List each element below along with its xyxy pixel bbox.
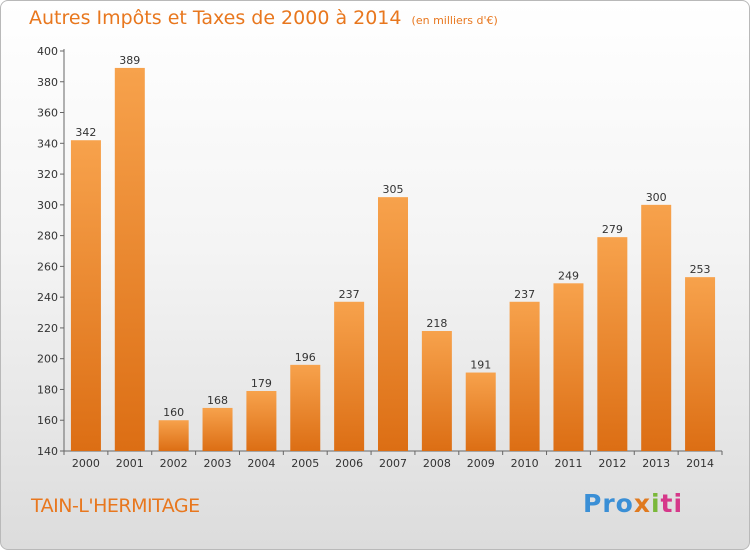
bar-2000 bbox=[70, 140, 101, 451]
y-axis: 140 160 180 200 220 240 260 280 300 320 340 360 380 4… bbox=[37, 45, 65, 458]
x-tick-label-2004: 2004 bbox=[247, 457, 275, 470]
x-tick-label-2014: 2014 bbox=[686, 457, 714, 470]
logo-part-4: ti bbox=[660, 489, 684, 518]
bar-2003 bbox=[202, 407, 233, 451]
value-label-2005: 196 bbox=[295, 351, 316, 364]
value-label-2003: 168 bbox=[207, 394, 228, 407]
y-tick-label: 340 bbox=[37, 137, 58, 150]
x-tick-label-2009: 2009 bbox=[467, 457, 495, 470]
value-labels: 342 389 160 168 179 196 237 305 218 191 237 249 279 3… bbox=[75, 54, 710, 419]
y-tick-label: 200 bbox=[37, 353, 58, 366]
x-tick-label-2002: 2002 bbox=[160, 457, 188, 470]
value-label-2012: 279 bbox=[602, 223, 623, 236]
value-label-2004: 179 bbox=[251, 377, 272, 390]
y-tick-label: 260 bbox=[37, 260, 58, 273]
x-tick-label-2012: 2012 bbox=[598, 457, 626, 470]
y-tick-label: 160 bbox=[37, 414, 58, 427]
y-tick-label: 400 bbox=[37, 45, 58, 58]
x-tick-label-2008: 2008 bbox=[423, 457, 451, 470]
y-tick-label: 180 bbox=[37, 383, 58, 396]
bar-2012 bbox=[597, 237, 628, 451]
y-tick-label: 300 bbox=[37, 199, 58, 212]
x-tick-label-2011: 2011 bbox=[554, 457, 582, 470]
commune-name: TAIN-L'HERMITAGE bbox=[31, 495, 200, 517]
proxiti-logo: Proxiti bbox=[583, 489, 683, 518]
value-label-2007: 305 bbox=[383, 183, 404, 196]
chart-unit-note: (en milliers d'€) bbox=[411, 14, 498, 27]
x-tick-label-2005: 2005 bbox=[291, 457, 319, 470]
value-label-2010: 237 bbox=[514, 288, 535, 301]
logo-part-2: x bbox=[633, 489, 651, 518]
value-label-2000: 342 bbox=[75, 126, 96, 139]
x-tick-label-2003: 2003 bbox=[204, 457, 232, 470]
y-tick-label: 240 bbox=[37, 291, 58, 304]
x-tick-label-2013: 2013 bbox=[642, 457, 670, 470]
value-label-2006: 237 bbox=[339, 288, 360, 301]
bar-2014 bbox=[685, 277, 716, 451]
value-label-2009: 191 bbox=[470, 359, 491, 372]
x-tick-label-2000: 2000 bbox=[72, 457, 100, 470]
bar-2010 bbox=[509, 301, 540, 451]
chart-title: Autres Impôts et Taxes de 2000 à 2014 (e… bbox=[29, 7, 498, 29]
bars bbox=[70, 67, 716, 451]
x-tick-label-2001: 2001 bbox=[116, 457, 144, 470]
chart-title-text: Autres Impôts et Taxes de 2000 à 2014 bbox=[29, 7, 402, 29]
y-tick-label: 280 bbox=[37, 230, 58, 243]
value-label-2001: 389 bbox=[119, 54, 140, 67]
bar-2008 bbox=[421, 331, 452, 451]
bar-2009 bbox=[465, 372, 496, 451]
value-label-2002: 160 bbox=[163, 406, 184, 419]
y-tick-label: 220 bbox=[37, 322, 58, 335]
x-tick-label-2006: 2006 bbox=[335, 457, 363, 470]
bar-2002 bbox=[158, 420, 189, 451]
x-tick-label-2010: 2010 bbox=[511, 457, 539, 470]
y-tick-label: 380 bbox=[37, 76, 58, 89]
logo-part-3: i bbox=[650, 489, 661, 518]
bar-2004 bbox=[246, 391, 277, 451]
value-label-2008: 218 bbox=[426, 317, 447, 330]
bar-2007 bbox=[378, 197, 408, 451]
value-label-2013: 300 bbox=[646, 191, 667, 204]
value-label-2011: 249 bbox=[558, 269, 579, 282]
x-axis: 2000 2001 2002 2003 2004 2005 2006 2007 2008 2009… bbox=[63, 450, 723, 470]
x-tick-label-2007: 2007 bbox=[379, 457, 407, 470]
value-label-2014: 253 bbox=[690, 263, 711, 276]
bar-2011 bbox=[553, 283, 584, 451]
logo-part-1: Pro bbox=[583, 489, 634, 518]
bar-2013 bbox=[641, 204, 672, 451]
y-tick-label: 140 bbox=[37, 445, 58, 458]
bar-2006 bbox=[334, 301, 365, 451]
y-tick-label: 320 bbox=[37, 168, 58, 181]
y-tick-label: 360 bbox=[37, 107, 58, 120]
bar-2005 bbox=[290, 364, 321, 451]
bar-2001 bbox=[114, 67, 145, 451]
